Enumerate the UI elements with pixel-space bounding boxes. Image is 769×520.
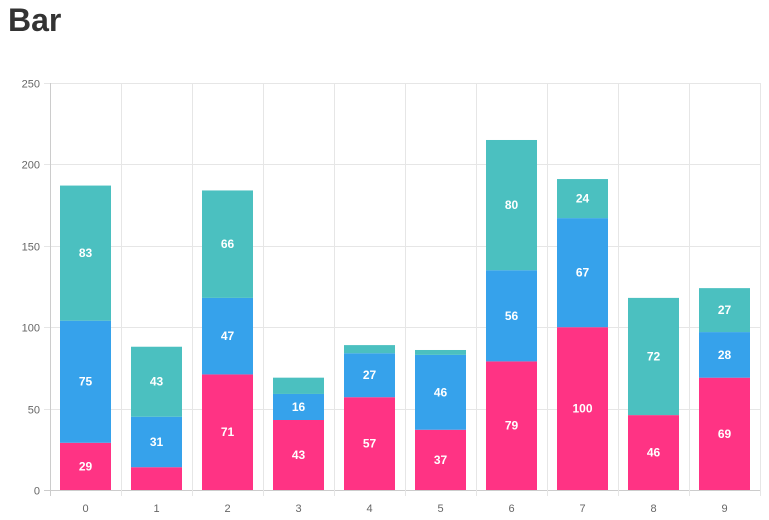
bar-value-label: 27 [363,368,377,382]
bars-layer [60,139,750,490]
x-tick-label: 6 [508,503,514,515]
bar-segment [557,179,608,219]
bar-segment [628,297,679,416]
bar-segment [699,288,750,333]
bar-segment [202,190,253,298]
bar-segment [60,185,111,321]
bar-value-label: 43 [150,375,164,389]
bar-value-label: 46 [647,446,661,460]
bar-value-label: 67 [576,266,590,280]
bar-value-label: 24 [576,192,590,206]
x-tick-label: 2 [224,503,230,515]
bar-value-label: 29 [79,459,93,473]
y-tick-label: 100 [22,323,40,335]
bar-segment [628,415,679,490]
bar-value-label: 56 [505,309,519,323]
bar-segment [202,374,253,490]
bar-segment [131,346,182,417]
x-tick-label: 9 [721,503,727,515]
bar-segment [344,397,395,490]
bar-segment [344,345,395,354]
bar-value-label: 83 [79,246,93,260]
bar-value-label: 43 [292,448,306,462]
bar-value-label: 47 [221,329,235,343]
bar-segment [344,353,395,398]
bar-value-label: 69 [718,427,732,441]
bar-value-label: 79 [505,419,519,433]
bar-segment [60,320,111,443]
x-tick-label: 0 [82,503,88,515]
x-tick-label: 8 [650,503,656,515]
bar-segment [557,218,608,328]
bar-value-label: 27 [718,303,732,317]
bar-segment [131,467,182,490]
bar-segment [273,393,324,420]
bar-segment [699,332,750,378]
bar-value-label: 66 [221,237,235,251]
bar-segment [60,442,111,490]
x-tick-label: 3 [295,503,301,515]
bar-value-label: 16 [292,400,306,414]
bar-segment [486,270,537,362]
bar-value-label: 37 [434,453,448,467]
bar-value-label: 71 [221,425,235,439]
y-tick-label: 200 [22,160,40,172]
bar-segment [415,354,466,430]
bar-segment [557,327,608,490]
x-tick-label: 5 [437,503,443,515]
x-tick-label: 4 [366,503,372,515]
bar-segment [202,297,253,375]
bar-segment [273,377,324,394]
y-tick-label: 150 [22,242,40,254]
bar-value-label: 57 [363,437,377,451]
x-tick-label: 1 [153,503,159,515]
bar-segment [131,416,182,468]
bar-segment [415,349,466,355]
bar-segment [699,377,750,490]
bar-value-label: 31 [150,435,164,449]
bar-value-label: 72 [647,350,661,364]
labels-layer: 29 75 83 31 43 71 47 66 43 16 57 27 37 46 79 56 80 100 67 2… [79,192,732,474]
bar-segment [415,429,466,490]
y-tick-label: 0 [34,486,40,498]
bar-value-label: 28 [718,348,732,362]
y-tick-label: 50 [28,405,40,417]
bar-segment [486,361,537,490]
bar-value-label: 100 [572,402,592,416]
page-title: Bar [8,2,62,38]
bar-segment [486,139,537,271]
bar-value-label: 80 [505,198,519,212]
bar-value-label: 75 [79,375,93,389]
bar-segment [273,419,324,490]
bar-value-label: 46 [434,385,448,399]
x-tick-label: 7 [579,503,585,515]
y-tick-label: 250 [22,79,40,91]
grid-layer [44,83,761,496]
